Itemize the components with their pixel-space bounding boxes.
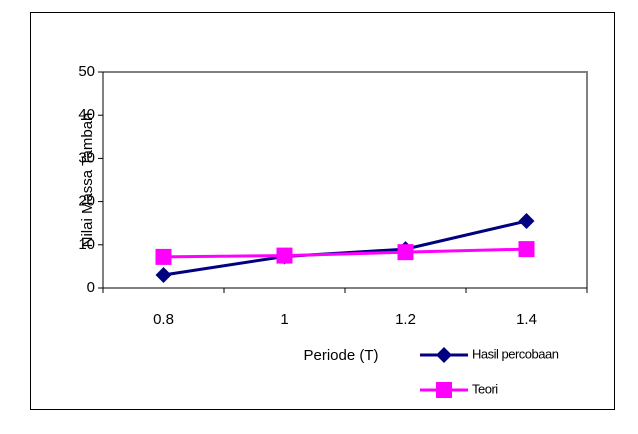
y-tick-label: 40	[78, 106, 95, 123]
y-tick-label: 30	[78, 149, 95, 166]
series-line	[163, 247, 527, 259]
x-tick-label: 1	[280, 311, 288, 328]
legend-marker	[436, 382, 452, 398]
x-tick-label: 1.4	[516, 311, 537, 328]
data-point	[397, 244, 414, 261]
y-tick-label: 20	[78, 193, 95, 210]
data-point	[155, 248, 172, 265]
legend-label: Teori	[472, 381, 498, 396]
data-point	[518, 213, 535, 230]
data-point	[276, 247, 293, 264]
data-point	[518, 241, 535, 258]
y-tick-label: 0	[87, 279, 95, 296]
x-tick-label: 0.8	[153, 311, 174, 328]
y-tick-label: 50	[78, 63, 95, 80]
data-point	[155, 267, 172, 284]
plot-border	[103, 71, 588, 288]
chart-border	[30, 12, 615, 410]
x-tick-label: 1.2	[395, 311, 416, 328]
x-axis-title: Periode (T)	[303, 347, 378, 364]
legend-marker	[436, 347, 452, 363]
y-axis-title: Nilai Massa Tambah	[79, 113, 96, 248]
y-tick-label: 10	[78, 236, 95, 253]
legend-label: Hasil percobaan	[472, 346, 559, 361]
